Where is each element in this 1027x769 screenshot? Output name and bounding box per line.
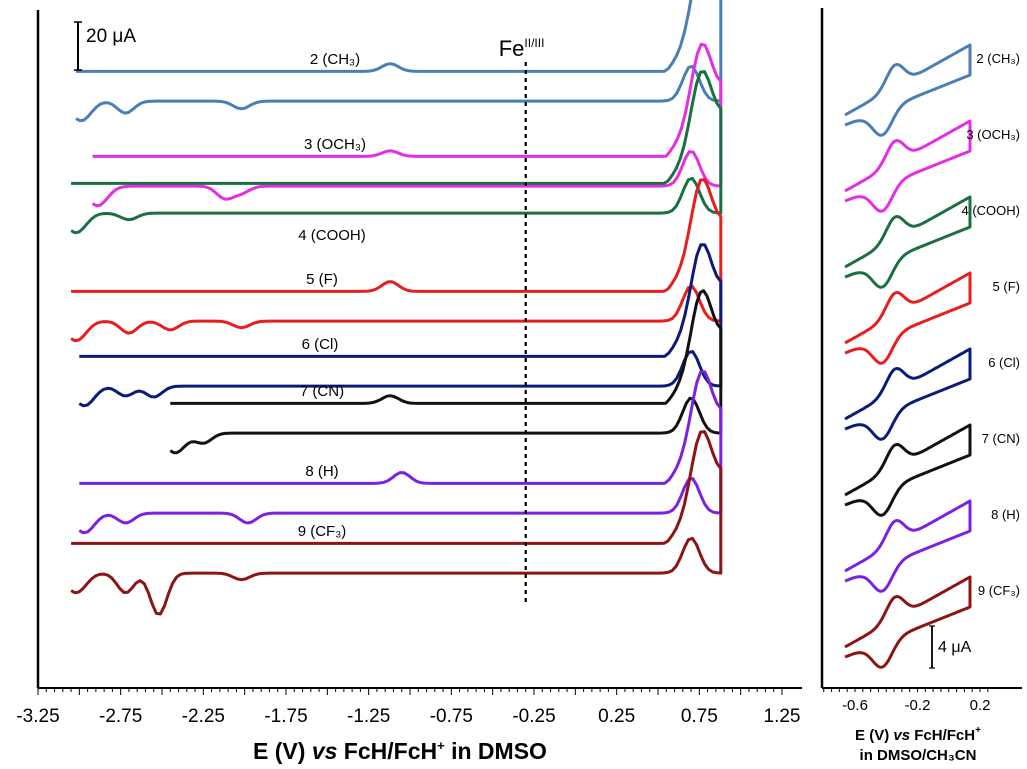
inset-xlabel-part-2: vs xyxy=(893,727,910,744)
main-x-tick-labels: -3.25 -2.75 -2.25 -1.75 -1.25 -0.75 -0.25 0.25 0… xyxy=(16,706,800,727)
inset-xlabel-part-1: E (V) xyxy=(855,727,893,744)
inset-x-tick-label: -0.6 xyxy=(842,697,868,714)
main-curve-8-h xyxy=(78,370,723,535)
inset-x-axis-title: E (V) vs FcH/FcH+ xyxy=(855,725,981,744)
main-series-label: 7 (CN) xyxy=(300,383,344,400)
inset-x-tick-labels: -0.6 -0.2 0.2 xyxy=(842,697,990,714)
main-series-label: 2 (CH₃) xyxy=(310,51,360,68)
main-series-label: 8 (H) xyxy=(305,463,338,480)
main-series-labels: 2 (CH₃) 3 (OCH₃) 4 (COOH) 5 (F) 6 (Cl) 7 (CN)… xyxy=(298,51,366,540)
main-series-label: 5 (F) xyxy=(306,271,338,288)
main-xlabel-part-2: vs xyxy=(312,738,338,764)
main-curve-9-cf xyxy=(70,430,723,616)
main-x-tick-label: -2.75 xyxy=(99,706,142,727)
inset-x-ticks xyxy=(823,688,989,692)
inset-curve-7-cn xyxy=(844,423,972,517)
inset-series-label: 2 (CH₃) xyxy=(976,51,1020,66)
inset-series-label: 6 (Cl) xyxy=(988,355,1020,370)
inset-series-label: 8 (H) xyxy=(991,507,1020,522)
inset-x-tick-label: 0.2 xyxy=(970,697,991,714)
main-xlabel-part-1: E (V) xyxy=(253,738,312,764)
inset-curve-6-cl xyxy=(844,347,972,441)
inset-series-label: 3 (OCH₃) xyxy=(966,127,1020,142)
main-xlabel-part-4: + xyxy=(437,738,445,753)
inset-series-label: 9 (CF₃) xyxy=(978,583,1020,598)
inset-panel: -0.6 -0.2 0.2 2 (CH₃) 3 (OCH₃) 4 (COOH) 5 (F)… xyxy=(820,8,1022,764)
main-x-tick-label: -3.25 xyxy=(16,706,59,727)
main-curve-4-cooh xyxy=(70,70,723,235)
main-x-ticks xyxy=(37,688,783,695)
inset-series-label: 7 (CN) xyxy=(982,431,1020,446)
main-series-label: 4 (COOH) xyxy=(298,227,366,244)
inset-xlabel-part-4: + xyxy=(975,725,981,736)
main-x-tick-label: -0.25 xyxy=(512,706,555,727)
main-series-label: 3 (OCH₃) xyxy=(304,136,366,153)
inset-xlabel-part-3: FcH/FcH xyxy=(910,727,975,744)
main-xlabel-part-5: in DMSO xyxy=(445,738,547,764)
fe-annotation: FeII/III xyxy=(499,36,545,61)
inset-curve-2-ch xyxy=(844,43,972,137)
inset-series-label: 5 (F) xyxy=(993,279,1020,294)
fe-annotation-sup: II/III xyxy=(524,36,544,50)
main-curve-5-f xyxy=(70,178,723,343)
inset-curve-8-h xyxy=(844,499,972,593)
inset-curve-5-f xyxy=(844,271,972,365)
main-scale-bar-label: 20 μA xyxy=(86,26,136,47)
main-curve-6-cl xyxy=(78,243,723,408)
main-series-label: 9 (CF₃) xyxy=(298,523,347,540)
inset-curve-9-cf xyxy=(844,575,972,669)
main-x-tick-label: 1.25 xyxy=(764,706,801,727)
main-curve-7-cn xyxy=(169,289,723,455)
main-x-tick-label: -1.75 xyxy=(264,706,307,727)
inset-series-label: 4 (COOH) xyxy=(962,203,1021,218)
main-curves xyxy=(70,0,723,616)
main-x-tick-label: 0.75 xyxy=(681,706,718,727)
inset-x-axis-title-line2: in DMSO/CH₃CN xyxy=(860,747,977,764)
main-curve-2-ch xyxy=(75,0,723,123)
main-x-tick-label: -0.75 xyxy=(430,706,473,727)
main-x-axis-title: E (V) vs FcH/FcH+ in DMSO xyxy=(253,738,547,764)
inset-curve-4-cooh xyxy=(844,195,972,289)
inset-scale-bar-label: 4 μA xyxy=(938,639,972,656)
main-series-label: 6 (Cl) xyxy=(302,336,339,353)
main-xlabel-part-3: FcH/FcH xyxy=(337,738,437,764)
fe-annotation-base: Fe xyxy=(499,36,525,61)
main-x-tick-label: -2.25 xyxy=(182,706,225,727)
inset-curves xyxy=(844,43,972,669)
main-x-tick-label: 0.25 xyxy=(598,706,635,727)
main-curve-3-och xyxy=(91,42,723,208)
inset-series-labels: 2 (CH₃) 3 (OCH₃) 4 (COOH) 5 (F) 6 (Cl) 7 (CN)… xyxy=(962,51,1021,598)
inset-curve-3-och xyxy=(844,119,972,213)
inset-x-tick-label: -0.2 xyxy=(905,697,931,714)
main-x-tick-label: -1.25 xyxy=(347,706,390,727)
main-panel: -3.25 -2.75 -2.25 -1.75 -1.25 -0.75 -0.25 0.25 0… xyxy=(16,0,802,764)
